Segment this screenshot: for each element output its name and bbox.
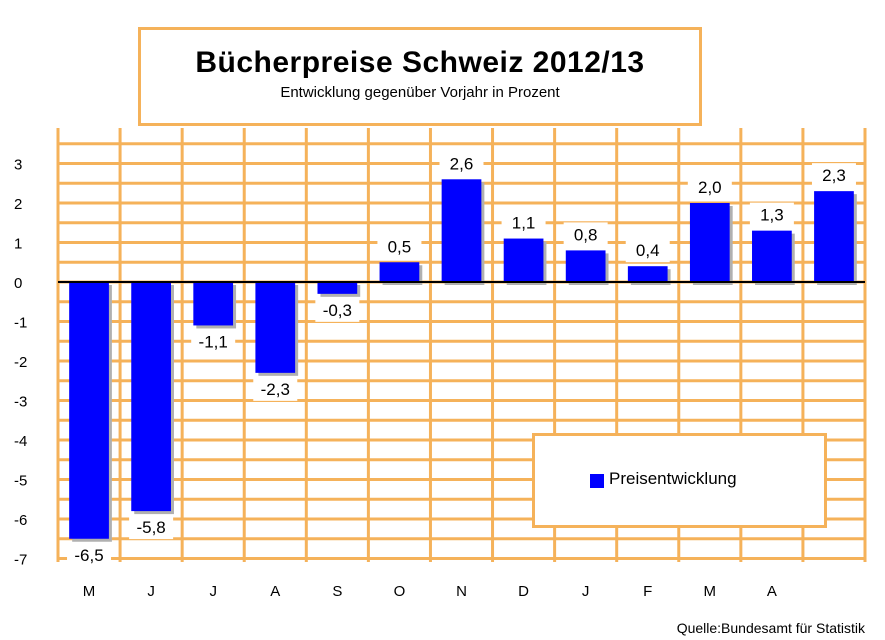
y-tick-label: -2 — [14, 354, 27, 371]
data-label: 2,0 — [698, 178, 722, 197]
data-label: -5,8 — [136, 518, 165, 537]
x-tick-label: S — [332, 583, 342, 600]
y-tick-label: -6 — [14, 512, 27, 529]
y-tick-label: 0 — [14, 275, 22, 292]
data-label-bg — [563, 222, 608, 247]
y-tick-label: -7 — [14, 552, 27, 569]
y-tick-label: 3 — [14, 157, 22, 174]
data-label-bg — [687, 175, 732, 199]
x-tick-label: A — [270, 583, 280, 600]
legend-label: Preisentwicklung — [609, 469, 737, 488]
data-label: 0,4 — [636, 241, 660, 260]
bar — [441, 179, 482, 282]
data-label: 0,5 — [388, 237, 412, 256]
y-tick-label: -4 — [14, 433, 27, 450]
bar — [255, 282, 296, 373]
x-tick-label: F — [643, 583, 652, 600]
bar — [565, 250, 606, 282]
legend-swatch — [590, 474, 604, 488]
data-label-bg — [625, 238, 670, 263]
y-tick-label: 2 — [14, 196, 22, 213]
data-label: 1,1 — [512, 214, 536, 233]
data-label: -6,5 — [74, 546, 103, 565]
bar — [503, 238, 544, 282]
data-label-bg — [439, 151, 484, 176]
y-tick-label: -5 — [14, 473, 27, 490]
x-tick-label: J — [147, 583, 155, 600]
data-label-bg — [377, 234, 422, 259]
data-label: 0,8 — [574, 225, 598, 244]
x-tick-label: O — [394, 583, 406, 600]
data-label: 2,3 — [822, 166, 846, 185]
data-label: 1,3 — [760, 206, 784, 225]
y-tick-label: 1 — [14, 236, 22, 253]
source-note: Quelle:Bundesamt für Statistik — [676, 620, 865, 636]
data-label: -2,3 — [261, 380, 290, 399]
bar — [131, 282, 171, 512]
bar — [752, 230, 792, 282]
data-label-bg — [67, 542, 112, 567]
data-label-bg — [191, 329, 236, 354]
data-label-bg — [501, 210, 546, 235]
data-label: -1,1 — [199, 332, 228, 351]
bar — [814, 191, 854, 282]
chart-title-box: Bücherpreise Schweiz 2012/13 Entwicklung… — [138, 27, 702, 126]
data-label-bg — [315, 297, 360, 322]
x-tick-label: M — [704, 583, 717, 600]
data-label-bg — [749, 202, 794, 227]
data-label: -0,3 — [323, 301, 352, 320]
data-label-bg — [811, 163, 856, 188]
y-tick-label: -1 — [14, 315, 27, 332]
x-tick-label: J — [209, 583, 217, 600]
data-label-bg — [253, 376, 298, 401]
data-label: 2,6 — [450, 154, 474, 173]
x-tick-label: M — [83, 583, 96, 600]
chart-title: Bücherpreise Schweiz 2012/13 — [195, 46, 645, 79]
y-tick-label: -3 — [14, 394, 27, 411]
bar — [317, 282, 358, 294]
bar — [69, 282, 109, 539]
x-tick-label: N — [456, 583, 467, 600]
bar — [193, 282, 234, 326]
x-tick-label: A — [767, 583, 777, 600]
bar — [627, 266, 668, 282]
chart-legend: Preisentwicklung — [532, 433, 827, 528]
x-tick-label: J — [582, 583, 590, 600]
bar — [379, 262, 420, 282]
chart-subtitle: Entwicklung gegenüber Vorjahr in Prozent — [280, 84, 560, 101]
x-tick-label: D — [518, 583, 529, 600]
data-label-bg — [129, 515, 174, 540]
bar — [689, 203, 730, 282]
